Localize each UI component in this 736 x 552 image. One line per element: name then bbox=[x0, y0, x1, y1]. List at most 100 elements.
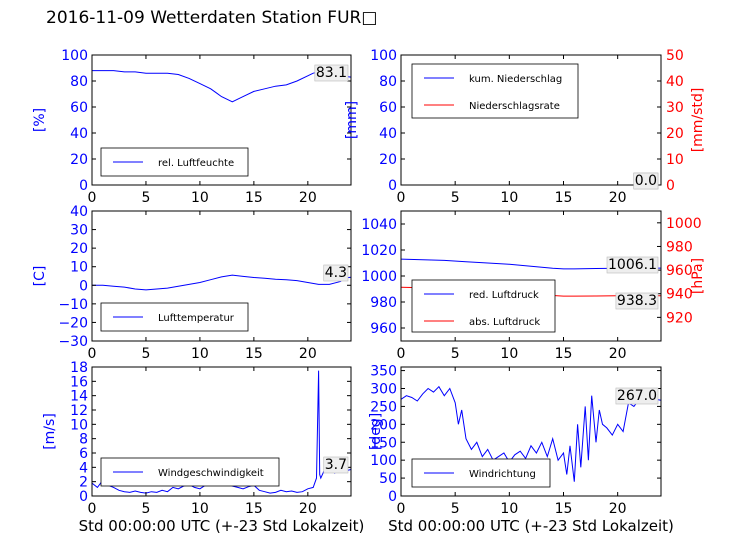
y-tick-label: 40 bbox=[70, 126, 88, 142]
x-tick-label: 10 bbox=[191, 501, 209, 517]
y-tick-label: 100 bbox=[61, 48, 88, 64]
y-tick-label: −20 bbox=[58, 315, 88, 331]
y-tick-label: 4 bbox=[79, 460, 88, 476]
x-tick-label: 10 bbox=[500, 501, 518, 517]
y-tick-label: 8 bbox=[79, 432, 88, 448]
legend-box bbox=[100, 457, 280, 487]
y-tick-label: 50 bbox=[379, 471, 397, 487]
legend-label: Niederschlagsrate bbox=[469, 101, 560, 112]
y-right-tick-label: 1000 bbox=[666, 216, 702, 232]
y-axis-label-right: [hPa] bbox=[690, 258, 706, 294]
y-tick-label: 0 bbox=[79, 178, 88, 194]
current-value-box bbox=[323, 456, 349, 474]
series-line-temperature-0 bbox=[92, 274, 351, 291]
y-tick-label: 6 bbox=[79, 446, 88, 462]
y-tick-label: 60 bbox=[70, 100, 88, 116]
legend-label: red. Luftdruck bbox=[469, 290, 539, 301]
x-tick-label: 15 bbox=[555, 346, 573, 362]
y-tick-label: 14 bbox=[70, 389, 88, 405]
y-tick-label: 40 bbox=[379, 126, 397, 142]
x-tick-label: 10 bbox=[500, 190, 518, 206]
y-tick-label: −10 bbox=[58, 297, 88, 313]
y-tick-label: 1040 bbox=[361, 217, 397, 233]
y-axis-label: [mm] bbox=[344, 101, 360, 139]
y-tick-label: 20 bbox=[70, 241, 88, 257]
y-tick-label: 16 bbox=[70, 374, 88, 390]
x-tick-label: 15 bbox=[555, 501, 573, 517]
legend-label: Windrichtung bbox=[469, 469, 536, 480]
y-right-tick-label: 30 bbox=[666, 100, 684, 116]
y-right-tick-label: 0 bbox=[666, 178, 675, 194]
y-tick-label: 10 bbox=[70, 260, 88, 276]
current-value-box bbox=[323, 264, 349, 282]
x-tick-label: 20 bbox=[609, 346, 627, 362]
y-axis-label-right: [mm/std] bbox=[690, 88, 706, 153]
legend-label: abs. Luftdruck bbox=[469, 317, 540, 328]
current-value-label: 4.3 bbox=[325, 265, 347, 281]
x-axis-label: Std 00:00:00 UTC (+-23 Std Lokalzeit) bbox=[388, 517, 674, 535]
y-tick-label: 300 bbox=[370, 382, 397, 398]
y-right-tick-label: 920 bbox=[666, 310, 693, 326]
y-right-tick-label: 50 bbox=[666, 48, 684, 64]
current-value-label-2: 0.0 bbox=[635, 173, 657, 189]
series-line-humidity-0 bbox=[92, 70, 351, 103]
legend-label: Windgeschwindigkeit bbox=[158, 468, 264, 479]
y-tick-label: 100 bbox=[370, 48, 397, 64]
x-tick-label: 20 bbox=[299, 190, 317, 206]
current-value-box bbox=[314, 64, 349, 82]
y-tick-label: 80 bbox=[70, 74, 88, 90]
y-tick-label: −30 bbox=[58, 334, 88, 350]
y-tick-label: 2 bbox=[79, 475, 88, 491]
x-tick-label: 0 bbox=[88, 190, 97, 206]
chart-title: 2016-11-09 Wetterdaten Station FUR□ bbox=[46, 8, 378, 28]
y-tick-label: 0 bbox=[79, 278, 88, 294]
y-tick-label: 1020 bbox=[361, 243, 397, 259]
y-axis-label: [m/s] bbox=[42, 413, 58, 450]
y-tick-label: 60 bbox=[379, 100, 397, 116]
y-tick-label: 30 bbox=[70, 223, 88, 239]
y-tick-label: 350 bbox=[370, 364, 397, 380]
panel-pressure: 0 5 10 15 20 960 980 1000 1020 1040 920 940 960 980 10… bbox=[361, 210, 706, 362]
legend-label: rel. Luftfeuchte bbox=[158, 158, 234, 169]
y-tick-label: 150 bbox=[370, 435, 397, 451]
x-tick-label: 20 bbox=[609, 190, 627, 206]
x-tick-label: 5 bbox=[451, 346, 460, 362]
y-tick-label: 80 bbox=[379, 74, 397, 90]
y-tick-label: 0 bbox=[388, 178, 397, 194]
y-axis-label: [%] bbox=[32, 108, 48, 132]
plot-frame bbox=[91, 366, 352, 497]
plot-frame bbox=[91, 54, 352, 186]
plot-frame bbox=[400, 366, 662, 497]
x-tick-label: 10 bbox=[500, 346, 518, 362]
x-tick-label: 5 bbox=[451, 190, 460, 206]
x-tick-label: 5 bbox=[141, 190, 150, 206]
x-tick-label: 15 bbox=[555, 190, 573, 206]
panel-precip: 0 5 10 15 20 0 20 40 60 80 100 0 10 20 30 40 50 [mm] [mm/s… bbox=[344, 48, 706, 206]
current-value-label: 83.1 bbox=[316, 65, 347, 81]
x-tick-label: 20 bbox=[609, 501, 627, 517]
legend-label: kum. Niederschlag bbox=[469, 74, 562, 85]
y-right-tick-label: 960 bbox=[666, 263, 693, 279]
series-line-winddir-0 bbox=[401, 385, 661, 482]
current-value-box bbox=[615, 387, 659, 405]
y-tick-label: 18 bbox=[70, 360, 88, 376]
legend-label: Lufttemperatur bbox=[158, 313, 235, 324]
y-axis-label: [deg] bbox=[368, 413, 384, 450]
panel-temperature: 0 5 10 15 20 −30 −20 −10 0 10 20 30 40 [C] Lufttempera… bbox=[32, 204, 352, 362]
y-axis-label: [C] bbox=[32, 266, 48, 287]
y-tick-label: 20 bbox=[70, 152, 88, 168]
x-tick-label: 20 bbox=[299, 346, 317, 362]
current-value-box bbox=[606, 256, 659, 274]
x-tick-label: 15 bbox=[245, 346, 263, 362]
x-tick-label: 15 bbox=[245, 501, 263, 517]
x-tick-label: 0 bbox=[88, 501, 97, 517]
y-right-tick-label: 980 bbox=[666, 239, 693, 255]
x-tick-label: 0 bbox=[397, 190, 406, 206]
legend-box bbox=[411, 63, 579, 119]
current-value-label: 1006.1 bbox=[608, 257, 657, 273]
plot-frame bbox=[91, 210, 352, 342]
x-axis-label: Std 00:00:00 UTC (+-23 Std Lokalzeit) bbox=[79, 517, 365, 535]
current-value-box-2 bbox=[633, 172, 659, 190]
